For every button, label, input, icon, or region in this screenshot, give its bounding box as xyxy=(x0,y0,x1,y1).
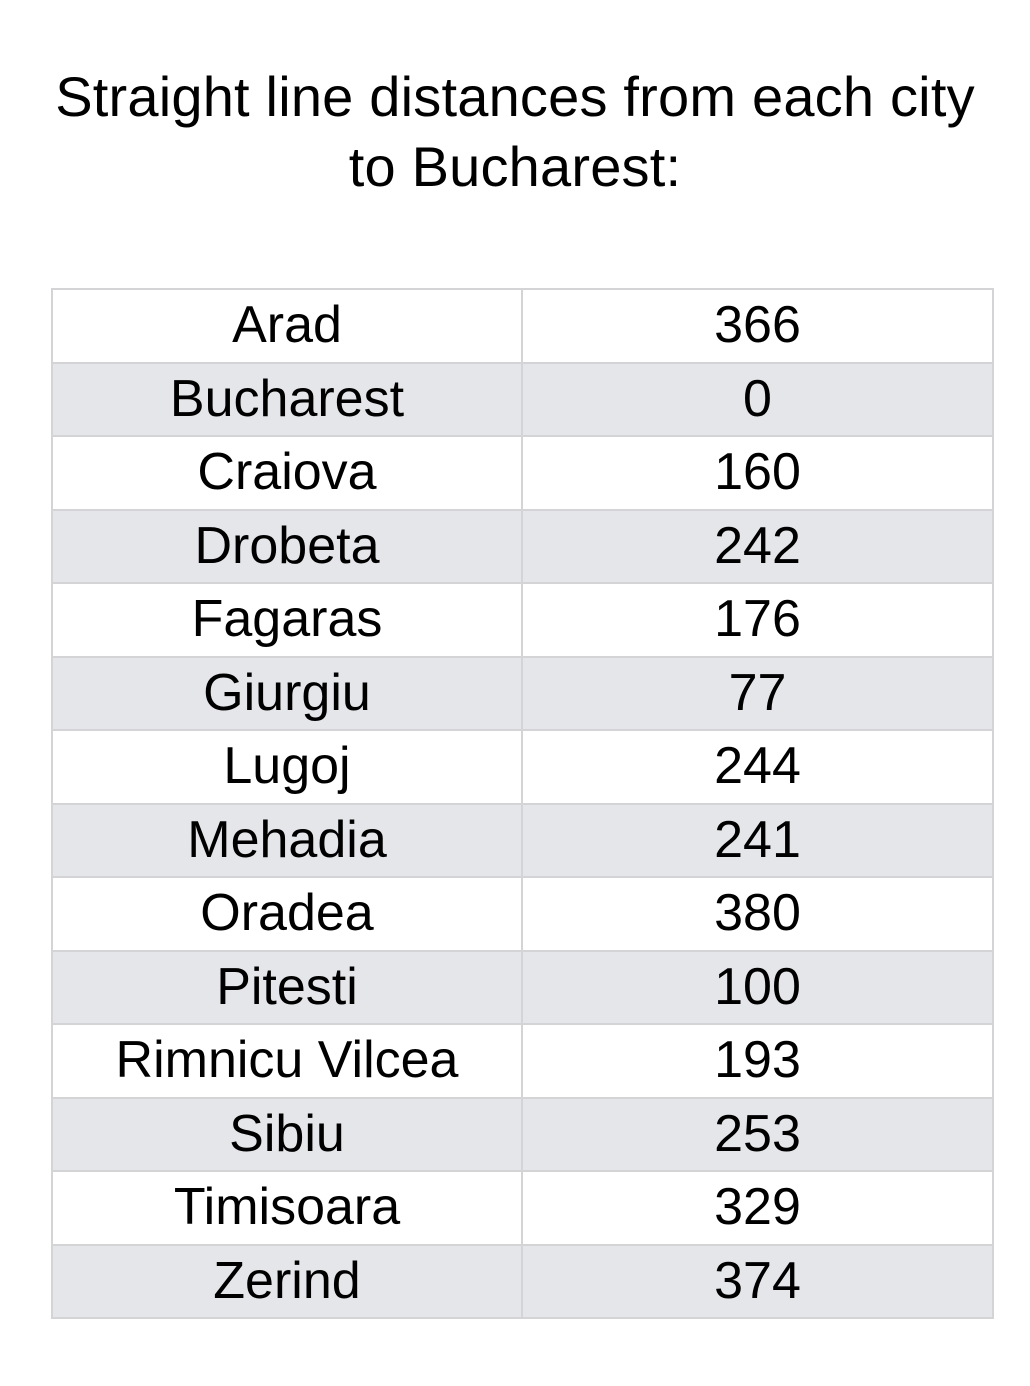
title-line-1: Straight line distances from each city xyxy=(55,65,975,128)
table-row: Fagaras 176 xyxy=(51,582,994,658)
page-title: Straight line distances from each city t… xyxy=(0,62,1030,202)
distance-cell: 253 xyxy=(521,1096,994,1172)
distance-cell: 380 xyxy=(521,876,994,952)
city-cell: Bucharest xyxy=(51,361,523,437)
city-cell: Arad xyxy=(51,288,523,364)
city-cell: Fagaras xyxy=(51,582,523,658)
city-cell: Craiova xyxy=(51,435,523,511)
table-row: Craiova 160 xyxy=(51,435,994,511)
distance-cell: 244 xyxy=(521,729,994,805)
distance-cell: 374 xyxy=(521,1243,994,1319)
table-row: Rimnicu Vilcea 193 xyxy=(51,1023,994,1099)
distance-cell: 0 xyxy=(521,361,994,437)
distance-cell: 77 xyxy=(521,655,994,731)
city-cell: Zerind xyxy=(51,1243,523,1319)
distance-cell: 193 xyxy=(521,1023,994,1099)
city-cell: Giurgiu xyxy=(51,655,523,731)
distance-table-container: Arad 366 Bucharest 0 Craiova 160 Drobeta… xyxy=(51,288,994,1319)
city-cell: Rimnicu Vilcea xyxy=(51,1023,523,1099)
distance-cell: 160 xyxy=(521,435,994,511)
city-cell: Timisoara xyxy=(51,1170,523,1246)
distance-cell: 366 xyxy=(521,288,994,364)
table-row: Timisoara 329 xyxy=(51,1170,994,1246)
table-row: Arad 366 xyxy=(51,288,994,364)
table-row: Sibiu 253 xyxy=(51,1096,994,1172)
city-cell: Sibiu xyxy=(51,1096,523,1172)
table-row: Mehadia 241 xyxy=(51,802,994,878)
distance-cell: 241 xyxy=(521,802,994,878)
table-row: Giurgiu 77 xyxy=(51,655,994,731)
city-cell: Drobeta xyxy=(51,508,523,584)
city-cell: Mehadia xyxy=(51,802,523,878)
distance-table: Arad 366 Bucharest 0 Craiova 160 Drobeta… xyxy=(51,288,994,1319)
city-cell: Pitesti xyxy=(51,949,523,1025)
distance-cell: 329 xyxy=(521,1170,994,1246)
city-cell: Oradea xyxy=(51,876,523,952)
distance-cell: 100 xyxy=(521,949,994,1025)
city-cell: Lugoj xyxy=(51,729,523,805)
title-line-2: to Bucharest: xyxy=(348,135,682,198)
table-row: Oradea 380 xyxy=(51,876,994,952)
table-row: Lugoj 244 xyxy=(51,729,994,805)
distance-cell: 176 xyxy=(521,582,994,658)
distance-cell: 242 xyxy=(521,508,994,584)
table-row: Drobeta 242 xyxy=(51,508,994,584)
table-row: Zerind 374 xyxy=(51,1243,994,1319)
table-row: Pitesti 100 xyxy=(51,949,994,1025)
table-row: Bucharest 0 xyxy=(51,361,994,437)
